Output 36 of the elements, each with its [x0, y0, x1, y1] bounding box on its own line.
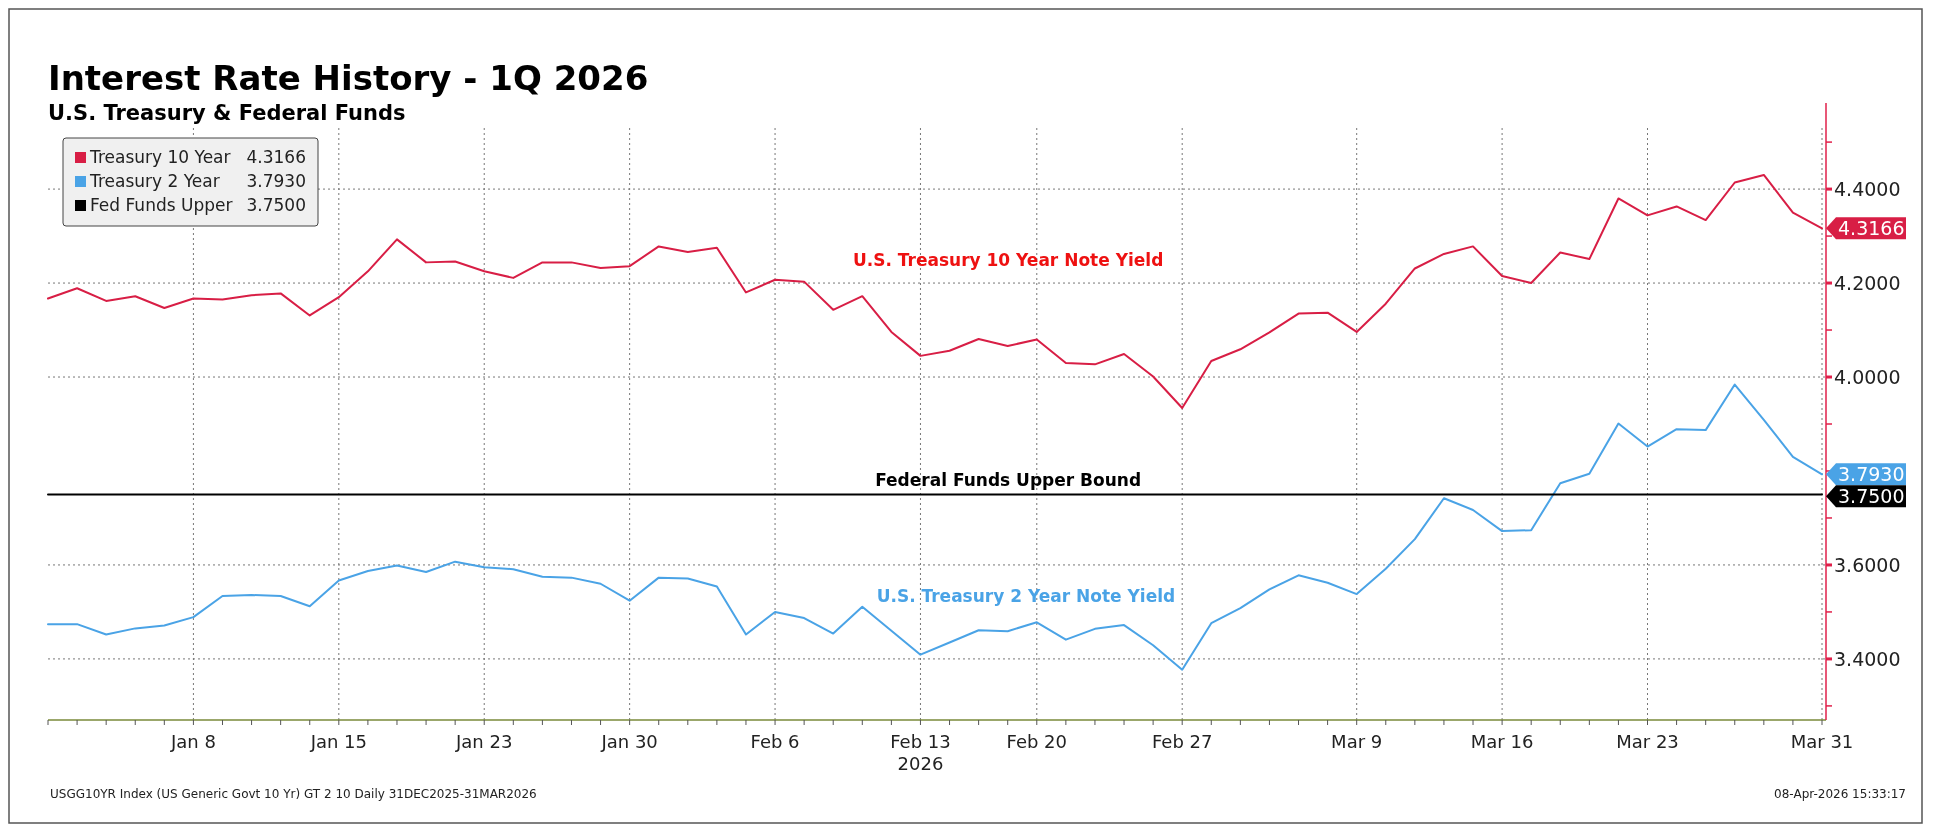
x-tick-label: Mar 31 — [1790, 731, 1854, 752]
x-tick-label: Feb 6 — [750, 731, 800, 752]
x-tick-label: Mar 16 — [1470, 731, 1534, 752]
line-series — [47, 383, 1823, 671]
legend-label: Fed Funds Upper — [90, 195, 233, 215]
annotation: U.S. Treasury 10 Year Note Yield — [852, 250, 1164, 270]
annotation: Federal Funds Upper Bound — [875, 470, 1142, 491]
data-label: 3.7500 — [1838, 485, 1905, 508]
text: USGG10YR Index (US Generic Govt 10 Yr) GT 2 10 Daily 31DEC2025-31MAR2026 — [50, 787, 537, 801]
legend-label: Treasury 10 Year — [89, 147, 231, 167]
y-tick-label: 4.2000 — [1834, 272, 1901, 295]
x-tick-label: Mar 23 — [1616, 731, 1679, 752]
text: 3.7500 — [246, 195, 306, 215]
chart-title: Interest Rate History - 1Q 2026 — [48, 58, 649, 98]
x-tick-label: Feb 13 — [890, 731, 951, 752]
text: 3.7930 — [246, 171, 306, 191]
x-tick-label: Feb 27 — [1151, 731, 1213, 752]
x-tick-label: Feb 20 — [1006, 731, 1068, 752]
text: 4.3166 — [246, 147, 306, 167]
x-tick-label: Jan 15 — [309, 731, 368, 752]
chart-subtitle: U.S. Treasury & Federal Funds — [48, 101, 406, 125]
annotation: U.S. Treasury 2 Year Note Yield — [876, 586, 1176, 606]
x-tick-label: Jan 30 — [600, 731, 658, 752]
x-tick-label: Mar 9 — [1331, 731, 1383, 752]
x-tick-label: Jan 23 — [455, 731, 513, 752]
y-tick-label: 4.0000 — [1834, 366, 1901, 389]
x-tick-label: Jan 8 — [169, 731, 216, 752]
y-tick-label: 3.6000 — [1834, 553, 1901, 576]
x-axis-title: 2026 — [897, 753, 944, 774]
legend-label: Treasury 2 Year — [89, 171, 220, 191]
data-label: 3.7930 — [1838, 463, 1905, 486]
line-series — [47, 173, 1823, 410]
y-tick-label: 3.4000 — [1834, 647, 1901, 670]
y-tick-label: 4.4000 — [1834, 178, 1901, 201]
data-label: 4.3166 — [1838, 217, 1905, 240]
text: 08-Apr-2026 15:33:17 — [1774, 787, 1906, 801]
